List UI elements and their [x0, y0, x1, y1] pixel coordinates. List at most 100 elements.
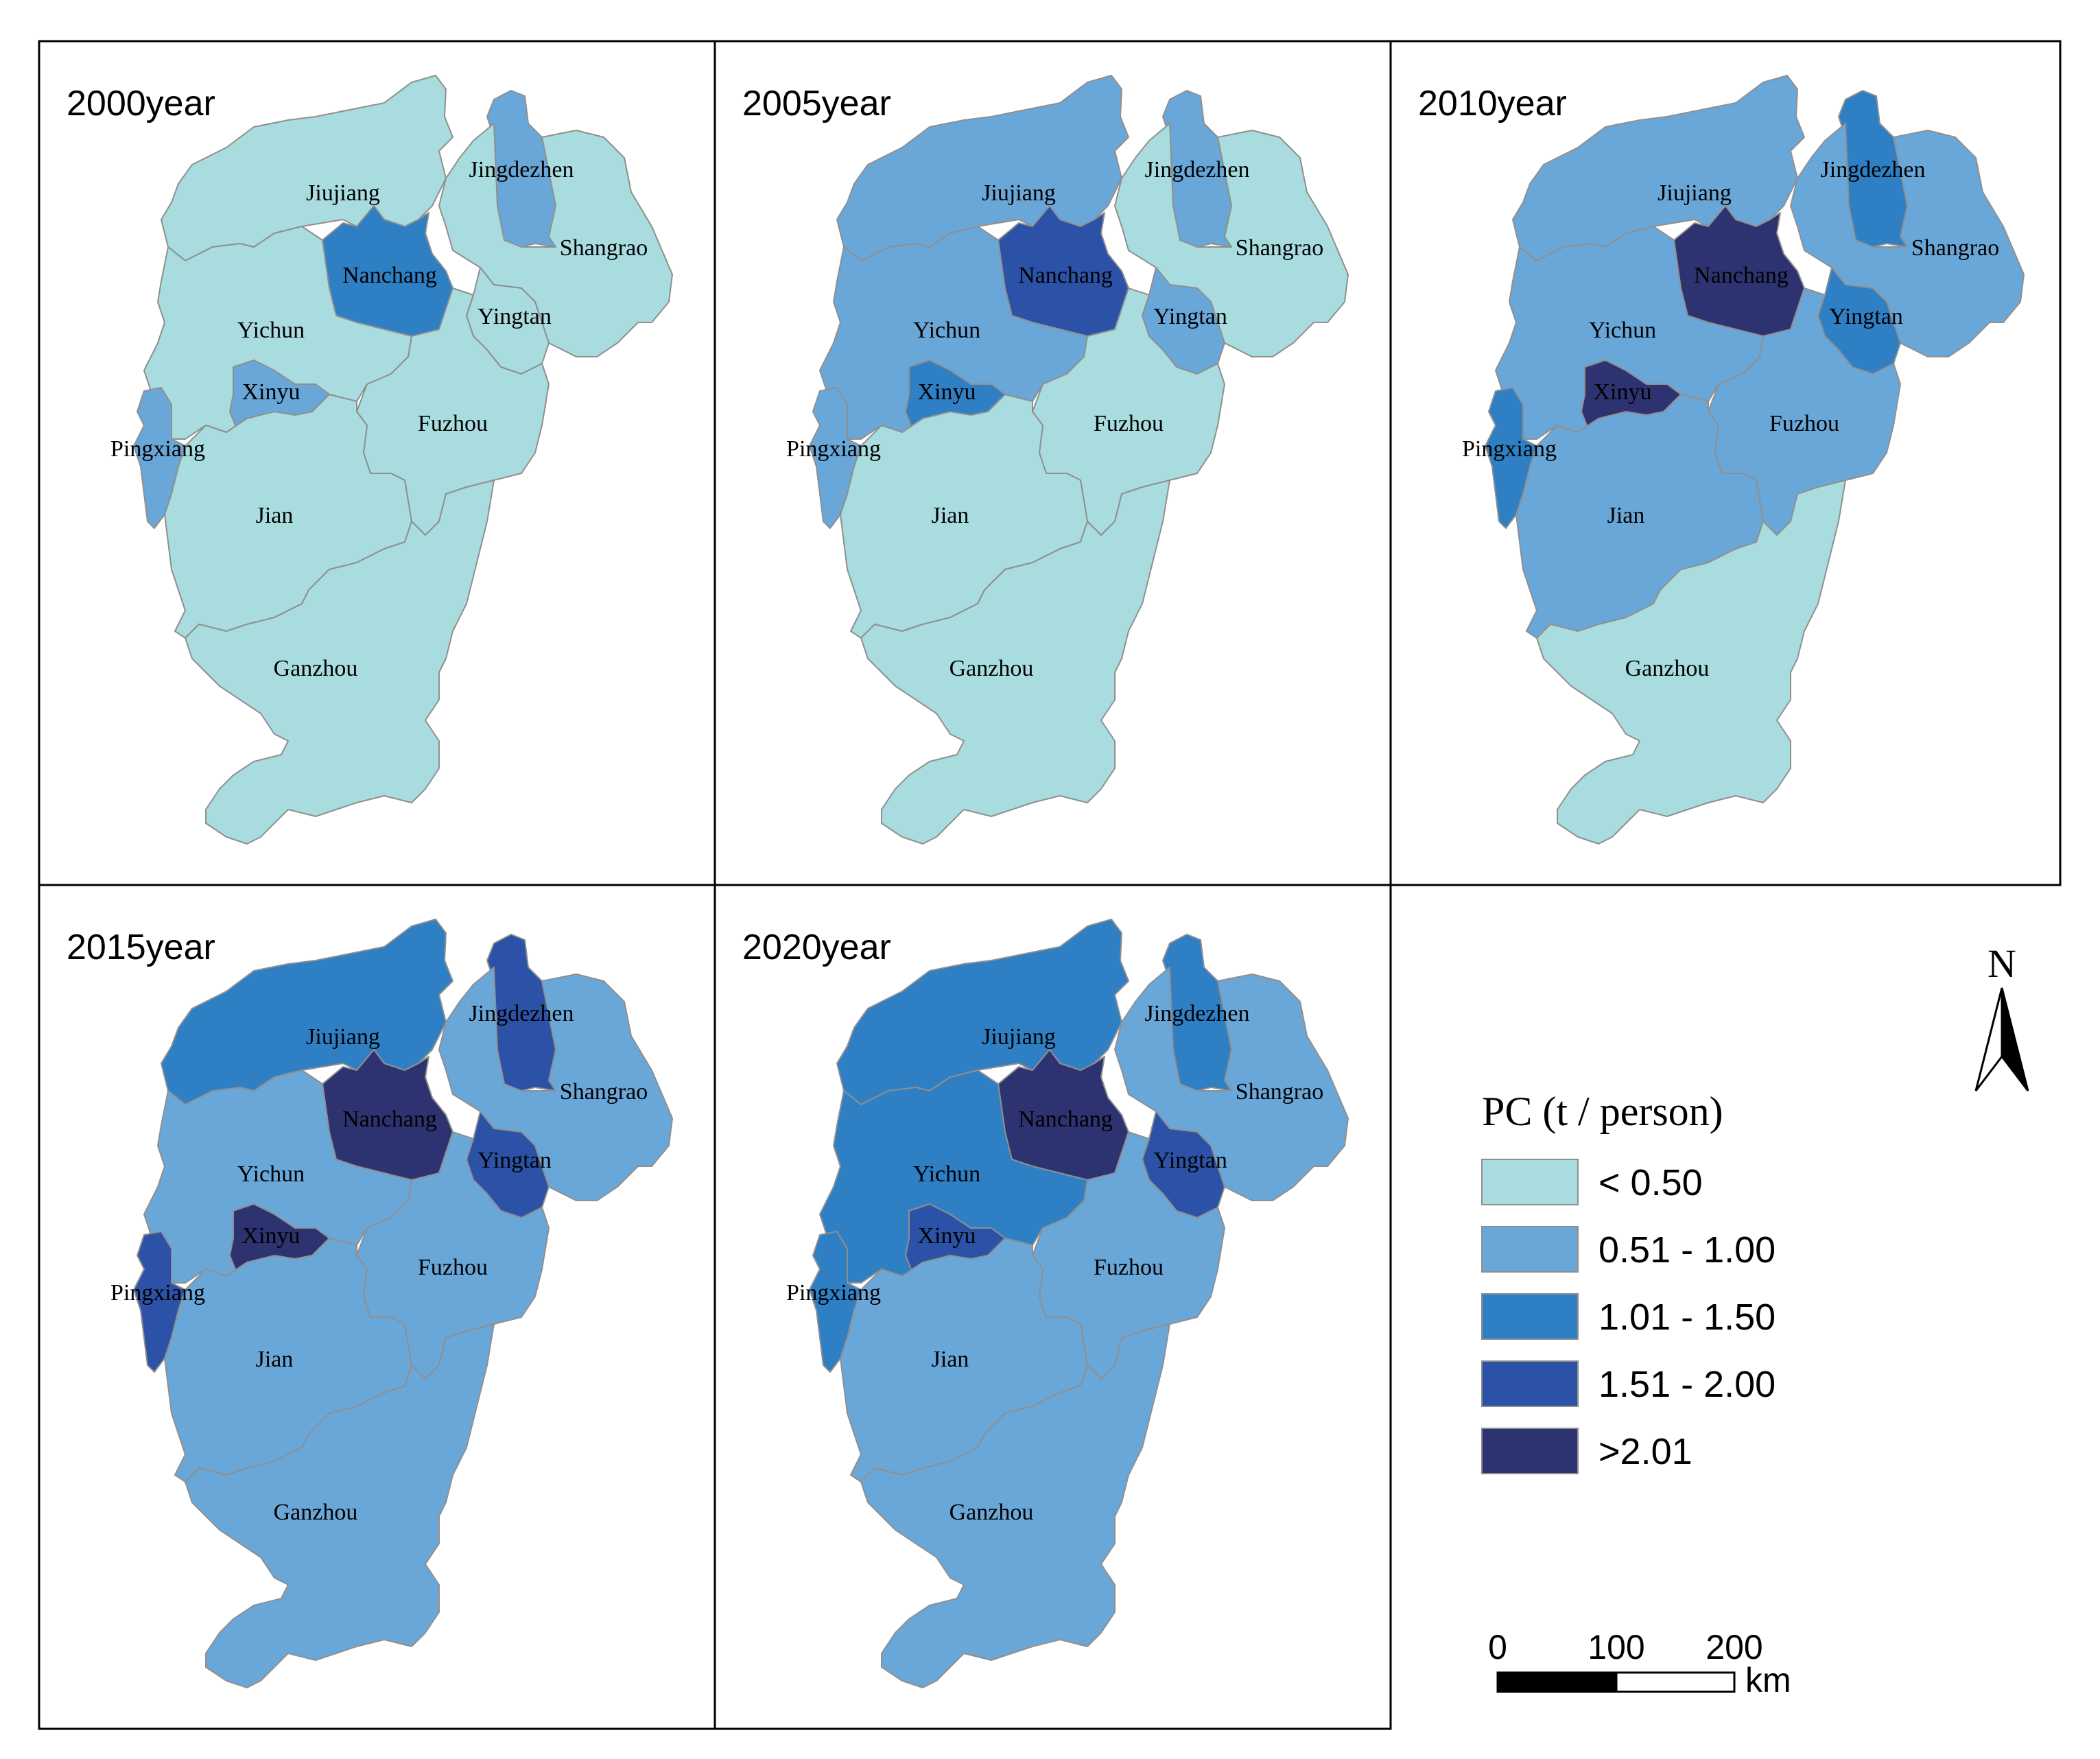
province-map: Jiujiang Jingdezhen Shangrao Nanchang Yingta… [786, 919, 1349, 1688]
legend-label-2: 1.01 - 1.50 [1598, 1297, 1775, 1338]
scale-unit: km [1745, 1661, 1791, 1699]
legend: PC (t / person) < 0.50 0.51 - 1.00 1.01 - … [1481, 1089, 1775, 1474]
year-title: 2005year [742, 84, 891, 123]
north-arrow-icon: N [1974, 941, 2029, 1091]
city-label-ganzhou: Ganzhou [1625, 656, 1710, 681]
map-panel-2005year: Jiujiang Jingdezhen Shangrao Nanchang Yingta… [713, 40, 1392, 886]
region-pingxiang [1485, 387, 1537, 529]
year-title: 2000year [67, 84, 215, 123]
city-label-yichun: Yichun [1589, 318, 1656, 343]
scale-tick-0: 0 [1488, 1628, 1507, 1666]
region-pingxiang [133, 387, 186, 529]
city-label-pingxiang: Pingxiang [110, 436, 205, 462]
legend-label-3: 1.51 - 2.00 [1598, 1364, 1775, 1405]
city-label-jingdezhen: Jingdezhen [1145, 1001, 1250, 1026]
city-label-jian: Jian [932, 1347, 969, 1372]
city-label-shangrao: Shangrao [1911, 235, 1999, 261]
region-pingxiang [133, 1231, 186, 1373]
province-map: Jiujiang Jingdezhen Shangrao Nanchang Yingta… [110, 919, 673, 1688]
city-label-ganzhou: Ganzhou [274, 1500, 358, 1525]
panel-frame [713, 884, 1392, 1730]
city-label-jiujiang: Jiujiang [982, 180, 1056, 206]
year-title: 2020year [742, 928, 891, 967]
city-label-yingtan: Yingtan [1153, 1148, 1227, 1173]
city-label-nanchang: Nanchang [1018, 1107, 1113, 1132]
city-label-nanchang: Nanchang [1694, 263, 1789, 288]
legend-label-4: >2.01 [1598, 1431, 1692, 1472]
city-label-yichun: Yichun [913, 1161, 980, 1187]
region-pingxiang [809, 387, 862, 529]
city-label-fuzhou: Fuzhou [1094, 411, 1164, 436]
city-label-jian: Jian [1607, 503, 1645, 528]
city-label-xinyu: Xinyu [242, 379, 300, 405]
scale-bar: 0 100 200 km [1488, 1628, 1791, 1699]
province-map: Jiujiang Jingdezhen Shangrao Nanchang Yingta… [786, 75, 1349, 845]
map-panels: Jiujiang Jingdezhen Shangrao Nanchang Yingta… [38, 40, 2062, 1730]
legend-swatch-2 [1481, 1293, 1579, 1340]
year-title: 2010year [1418, 84, 1567, 123]
city-label-yichun: Yichun [237, 318, 305, 343]
region-ganzhou [1536, 480, 1846, 845]
city-label-ganzhou: Ganzhou [949, 1500, 1034, 1525]
city-label-jian: Jian [256, 1347, 294, 1372]
city-label-jiujiang: Jiujiang [982, 1024, 1056, 1050]
legend-swatch-1 [1481, 1226, 1579, 1273]
city-label-pingxiang: Pingxiang [786, 1280, 881, 1306]
city-label-jingdezhen: Jingdezhen [469, 157, 574, 182]
city-label-jiujiang: Jiujiang [1657, 180, 1732, 206]
city-label-yingtan: Yingtan [1153, 304, 1227, 329]
city-label-jiujiang: Jiujiang [306, 1024, 380, 1050]
region-pingxiang [809, 1231, 862, 1373]
city-label-shangrao: Shangrao [1236, 235, 1323, 261]
city-label-jingdezhen: Jingdezhen [469, 1001, 574, 1026]
legend-label-0: < 0.50 [1598, 1162, 1703, 1203]
city-label-shangrao: Shangrao [1236, 1079, 1323, 1105]
city-label-ganzhou: Ganzhou [274, 656, 358, 681]
city-label-ganzhou: Ganzhou [949, 656, 1034, 681]
city-label-yingtan: Yingtan [477, 304, 552, 329]
city-label-jiujiang: Jiujiang [306, 180, 380, 206]
city-label-shangrao: Shangrao [560, 1079, 648, 1105]
province-map: Jiujiang Jingdezhen Shangrao Nanchang Yingta… [1462, 75, 2025, 845]
city-label-yingtan: Yingtan [477, 1148, 552, 1173]
region-ganzhou [860, 480, 1170, 845]
city-label-fuzhou: Fuzhou [1094, 1255, 1164, 1280]
scale-tick-100: 100 [1588, 1628, 1644, 1666]
city-label-yingtan: Yingtan [1829, 304, 1903, 329]
city-label-fuzhou: Fuzhou [1769, 411, 1839, 436]
scale-tick-200: 200 [1706, 1628, 1762, 1666]
city-label-xinyu: Xinyu [918, 379, 976, 405]
city-label-pingxiang: Pingxiang [1462, 436, 1557, 462]
city-label-xinyu: Xinyu [242, 1223, 300, 1249]
city-label-pingxiang: Pingxiang [110, 1280, 205, 1306]
city-label-jingdezhen: Jingdezhen [1821, 157, 1926, 182]
panel-frame [1389, 40, 2062, 886]
city-label-jian: Jian [932, 503, 969, 528]
map-panel-2015year: Jiujiang Jingdezhen Shangrao Nanchang Yingta… [38, 884, 716, 1730]
city-label-yichun: Yichun [913, 318, 980, 343]
year-title: 2015year [67, 928, 215, 967]
map-panel-2010year: Jiujiang Jingdezhen Shangrao Nanchang Yingta… [1389, 40, 2062, 886]
city-label-fuzhou: Fuzhou [418, 411, 488, 436]
city-label-nanchang: Nanchang [342, 263, 437, 288]
city-label-xinyu: Xinyu [918, 1223, 976, 1249]
map-panel-2020year: Jiujiang Jingdezhen Shangrao Nanchang Yingta… [713, 884, 1392, 1730]
legend-swatch-3 [1481, 1360, 1579, 1407]
legend-swatch-4 [1481, 1428, 1579, 1474]
city-label-pingxiang: Pingxiang [786, 436, 881, 462]
city-label-shangrao: Shangrao [560, 235, 648, 261]
city-label-xinyu: Xinyu [1594, 379, 1652, 405]
region-ganzhou [185, 1323, 495, 1688]
city-label-nanchang: Nanchang [1018, 263, 1113, 288]
city-label-jian: Jian [256, 503, 294, 528]
legend-title: PC (t / person) [1482, 1089, 1723, 1134]
legend-label-1: 0.51 - 1.00 [1598, 1229, 1775, 1271]
city-label-yichun: Yichun [237, 1161, 305, 1187]
city-label-jingdezhen: Jingdezhen [1145, 157, 1250, 182]
province-map: Jiujiang Jingdezhen Shangrao Nanchang Yingta… [110, 75, 673, 845]
map-panel-2000year: Jiujiang Jingdezhen Shangrao Nanchang Yingta… [38, 40, 716, 886]
city-label-nanchang: Nanchang [342, 1107, 437, 1132]
north-label: N [1987, 941, 2016, 986]
legend-swatch-0 [1481, 1159, 1579, 1205]
